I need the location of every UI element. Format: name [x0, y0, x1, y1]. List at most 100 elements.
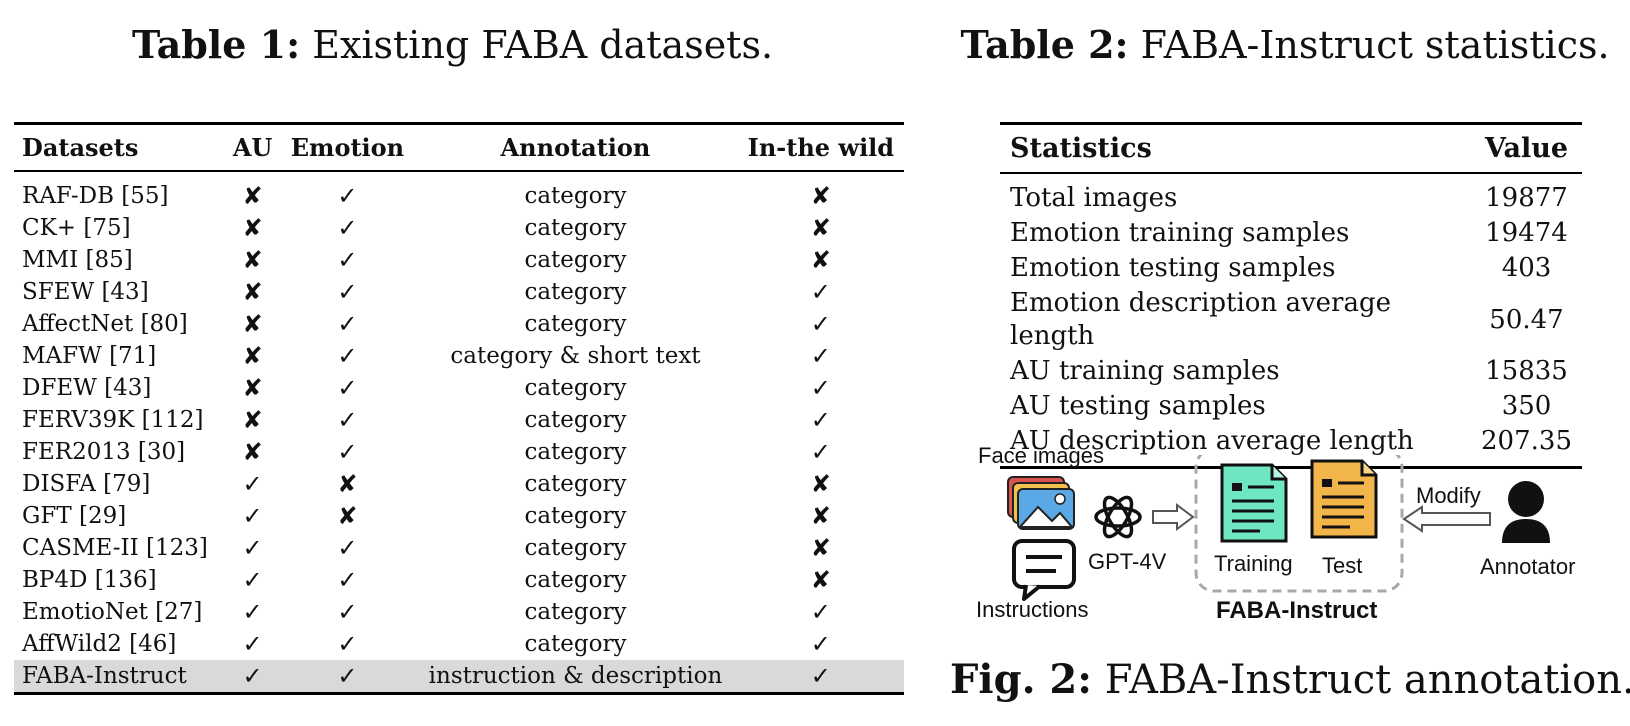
dataset-name-cell: BP4D [136] [22, 567, 157, 593]
annotation-cell: category [524, 439, 627, 465]
existing-faba-datasets-table: Datasets AU Emotion Annotation In-the wi… [14, 122, 904, 695]
table1-row: DFEW [43] ✘ ✓ category ✓ [14, 372, 904, 404]
instructions-label: Instructions [976, 597, 1089, 622]
in-the-wild-cell: ✘ [810, 246, 831, 274]
emotion-cell: ✓ [337, 214, 358, 242]
col-header-emotion: Emotion [290, 133, 405, 162]
in-the-wild-cell: ✘ [810, 214, 831, 242]
au-cell: ✓ [242, 534, 263, 562]
annotation-cell: category [524, 503, 627, 529]
chat-bubble-icon [1012, 539, 1076, 601]
au-cell: ✓ [242, 630, 263, 658]
table2-row: AU description average length 207.35 [1000, 424, 1582, 468]
col-header-statistics: Statistics [1010, 133, 1152, 164]
dataset-name-cell: CASME-II [123] [22, 535, 208, 561]
au-cell: ✘ [242, 406, 263, 434]
emotion-cell: ✓ [337, 438, 358, 466]
table1-row: FERV39K [112] ✘ ✓ category ✓ [14, 404, 904, 436]
emotion-cell: ✓ [337, 406, 358, 434]
table1-row: CASME-II [123] ✓ ✓ category ✘ [14, 532, 904, 564]
emotion-cell: ✓ [337, 342, 358, 370]
table1-row: DISFA [79] ✓ ✘ category ✘ [14, 468, 904, 500]
statistic-name-cell: Emotion description average length [1010, 288, 1391, 351]
statistic-value-cell: 19474 [1485, 218, 1568, 248]
emotion-cell: ✓ [337, 374, 358, 402]
emotion-cell: ✓ [337, 630, 358, 658]
table2-row: Emotion description average length 50.47 [1000, 286, 1582, 354]
person-icon [1502, 481, 1550, 543]
table1-row: SFEW [43] ✘ ✓ category ✓ [14, 276, 904, 308]
face-images-label: Face images [978, 443, 1104, 468]
statistic-name-cell: AU testing samples [1010, 391, 1266, 421]
modify-label: Modify [1416, 483, 1481, 508]
in-the-wild-cell: ✓ [810, 630, 831, 658]
dataset-name-cell: EmotioNet [27] [22, 599, 203, 625]
dataset-name-cell: AffWild2 [46] [22, 631, 177, 657]
in-the-wild-cell: ✓ [810, 310, 831, 338]
annotation-cell: category [524, 567, 627, 593]
statistic-value-cell: 50.47 [1489, 304, 1564, 335]
au-cell: ✘ [242, 246, 263, 274]
in-the-wild-cell: ✘ [810, 470, 831, 498]
figure-diagram [1007, 447, 1550, 601]
table1-row: FER2013 [30] ✘ ✓ category ✓ [14, 436, 904, 468]
table1-row: RAF-DB [55] ✘ ✓ category ✘ [14, 171, 904, 212]
statistic-name-cell: Emotion testing samples [1010, 253, 1336, 283]
dataset-name-cell: AffectNet [80] [22, 311, 188, 337]
statistic-name-cell: Emotion training samples [1010, 218, 1350, 248]
statistic-value-cell: 15835 [1485, 356, 1568, 386]
annotation-cell: instruction & description [428, 663, 723, 689]
annotation-cell: category [524, 375, 627, 401]
statistic-value-cell: 19877 [1485, 183, 1568, 213]
emotion-cell: ✘ [337, 470, 358, 498]
in-the-wild-cell: ✓ [810, 406, 831, 434]
emotion-cell: ✓ [337, 182, 358, 210]
dataset-name-cell: DFEW [43] [22, 375, 152, 401]
emotion-cell: ✓ [337, 278, 358, 306]
table2-row: Total images 19877 [1000, 173, 1582, 216]
col-header-in-the-wild: In-the wild [747, 133, 895, 162]
arrow-right-icon [1152, 503, 1195, 531]
statistic-name-cell: AU description average length [1010, 426, 1414, 456]
statistic-name-cell: Total images [1010, 183, 1178, 213]
au-cell: ✓ [242, 662, 263, 690]
table1-caption: Table 1: Existing FABA datasets. [131, 22, 774, 67]
table1-row: BP4D [136] ✓ ✓ category ✘ [14, 564, 904, 596]
test-label: Test [1322, 553, 1363, 578]
faba-instruct-statistics-table: Statistics Value Total images 19877 Emotio… [1000, 122, 1582, 469]
table1-row: MMI [85] ✘ ✓ category ✘ [14, 244, 904, 276]
table2-header-row: Statistics Value [1000, 123, 1582, 173]
table1-header-row: Datasets AU Emotion Annotation In-the wi… [14, 123, 904, 171]
dataset-name-cell: RAF-DB [55] [22, 183, 169, 209]
au-cell: ✘ [242, 278, 263, 306]
arrow-left-icon [1402, 505, 1491, 533]
table2-row: Emotion testing samples 403 [1000, 251, 1582, 286]
au-cell: ✓ [242, 566, 263, 594]
au-cell: ✘ [242, 310, 263, 338]
au-cell: ✘ [242, 438, 263, 466]
au-cell: ✘ [242, 374, 263, 402]
col-header-au: AU [232, 133, 273, 162]
au-cell: ✓ [242, 502, 263, 530]
dataset-name-cell: GFT [29] [22, 503, 127, 529]
in-the-wild-cell: ✘ [810, 502, 831, 530]
statistic-name-cell: AU training samples [1010, 356, 1280, 386]
dataset-name-cell: CK+ [75] [22, 215, 131, 241]
dataset-name-cell: DISFA [79] [22, 471, 151, 497]
annotator-label: Annotator [1480, 554, 1576, 579]
openai-logo-icon [1094, 495, 1142, 539]
dataset-name-cell: MAFW [71] [22, 343, 157, 369]
table1-row: AffectNet [80] ✘ ✓ category ✓ [14, 308, 904, 340]
dataset-name-cell: FERV39K [112] [22, 407, 204, 433]
statistic-value-cell: 403 [1501, 253, 1552, 283]
annotation-cell: category [524, 599, 627, 625]
annotation-cell: category [524, 311, 627, 337]
emotion-cell: ✓ [337, 662, 358, 690]
col-header-datasets: Datasets [22, 133, 139, 162]
in-the-wild-cell: ✓ [810, 374, 831, 402]
au-cell: ✓ [242, 598, 263, 626]
table2-row: Emotion training samples 19474 [1000, 216, 1582, 251]
table1-row: EmotioNet [27] ✓ ✓ category ✓ [14, 596, 904, 628]
emotion-cell: ✓ [337, 566, 358, 594]
au-cell: ✘ [242, 214, 263, 242]
